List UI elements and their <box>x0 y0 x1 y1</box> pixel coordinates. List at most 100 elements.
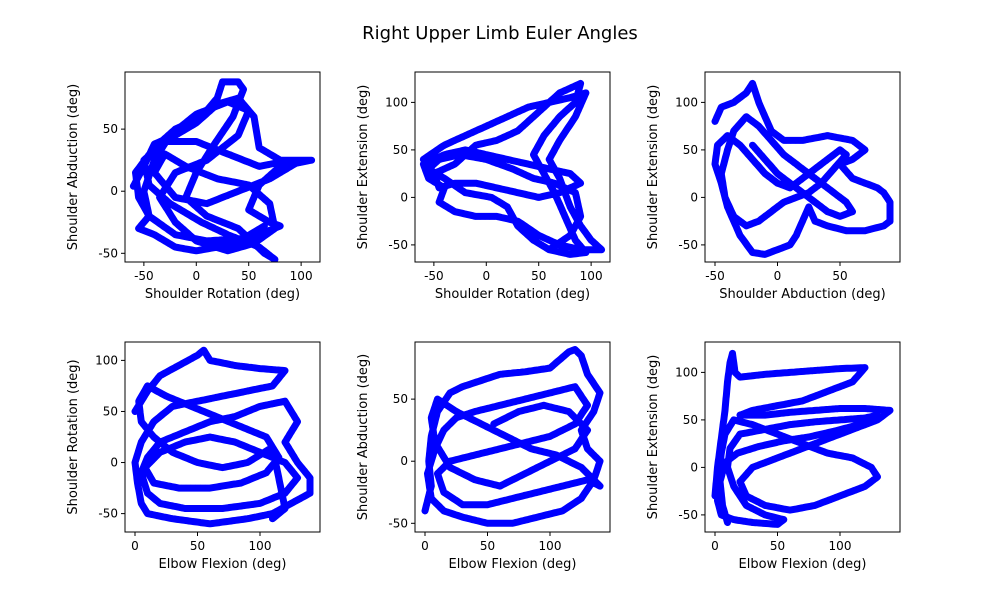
x-axis-label: Shoulder Rotation (deg) <box>435 287 590 302</box>
x-tick-label: 100 <box>539 539 562 553</box>
scatter-point <box>252 123 259 130</box>
scatter-point <box>272 366 280 374</box>
scatter-point <box>213 519 221 527</box>
scatter-point <box>839 405 846 412</box>
scatter-point <box>816 367 823 374</box>
scatter-point <box>206 505 214 512</box>
axes-frame <box>124 341 321 533</box>
y-tick-label: 50 <box>393 392 408 406</box>
y-tick-label: 100 <box>675 365 698 379</box>
scatter-point <box>512 369 520 376</box>
scatter-point <box>724 373 732 381</box>
y-tick-label: 100 <box>675 95 698 109</box>
scatter-point <box>825 366 832 373</box>
y-axis-label: Shoulder Extension (deg) <box>356 85 371 250</box>
scatter-point <box>469 190 476 198</box>
scatter-point <box>179 232 186 240</box>
scatter-point <box>270 160 277 167</box>
scatter-point <box>232 235 240 243</box>
y-tick-label: 50 <box>393 143 408 157</box>
y-tick-label: -50 <box>388 238 408 252</box>
scatter-point <box>712 158 719 165</box>
scatter-point <box>221 505 228 512</box>
scatter-point <box>203 237 210 245</box>
scatter-point <box>726 364 733 371</box>
scatter-point <box>751 411 759 419</box>
scatter-point <box>216 505 224 512</box>
axes-frame <box>704 71 901 263</box>
scatter-point <box>719 468 726 476</box>
scatter-point <box>486 213 493 220</box>
scatter-point <box>718 449 725 457</box>
scatter-point <box>226 504 233 511</box>
scatter-point <box>725 369 732 376</box>
scatter-point <box>178 138 185 145</box>
scatter-point <box>245 501 252 509</box>
scatter-series <box>711 79 894 258</box>
scatter-point <box>211 484 218 491</box>
scatter-point <box>240 180 248 188</box>
y-tick-label: 0 <box>690 460 698 474</box>
scatter-point <box>181 517 188 524</box>
scatter-point <box>720 416 727 424</box>
scatter-point <box>263 365 270 373</box>
scatter-point <box>844 405 851 412</box>
y-axis-label: Shoulder Abduction (deg) <box>66 84 81 251</box>
scatter-point <box>181 196 189 203</box>
scatter-point <box>572 191 580 199</box>
x-tick-label: 100 <box>290 269 313 283</box>
scatter-point <box>280 158 287 165</box>
x-tick-label: 0 <box>711 539 719 553</box>
scatter-point <box>470 180 477 187</box>
scatter-point <box>596 246 603 253</box>
scatter-point <box>269 515 276 522</box>
scatter-point <box>755 443 762 450</box>
scatter-point <box>724 378 731 386</box>
scatter-point <box>206 484 214 492</box>
scatter-point <box>476 501 484 508</box>
scatter-point <box>852 364 860 372</box>
scatter-point <box>464 152 471 160</box>
scatter-point <box>739 517 747 525</box>
scatter-point <box>841 416 848 423</box>
scatter-series <box>129 78 316 262</box>
scatter-point <box>852 227 859 234</box>
scatter-point <box>784 506 791 513</box>
scatter-point <box>793 408 800 415</box>
y-tick-label: 100 <box>95 353 118 367</box>
scatter-point <box>718 497 726 504</box>
scatter-point <box>793 368 800 376</box>
axes-frame <box>414 341 611 533</box>
scatter-point <box>723 392 730 400</box>
x-tick-label: 0 <box>421 539 429 553</box>
scatter-point <box>718 492 725 500</box>
subplot-2: -50 0 50 100 -50 0 50 100 Shoulder Rotation (deg… <box>356 71 611 302</box>
scatter-point <box>877 406 885 413</box>
scatter-point <box>183 138 190 145</box>
scatter-point <box>792 137 799 144</box>
scatter-point <box>461 501 469 508</box>
scatter-point <box>762 520 770 527</box>
scatter-point <box>797 137 804 144</box>
scatter-point <box>213 237 220 244</box>
scatter-point <box>886 208 894 215</box>
scatter-point <box>230 78 237 86</box>
scatter-point <box>189 234 196 242</box>
y-tick-label: 0 <box>400 190 408 204</box>
scatter-point <box>886 203 894 211</box>
scatter-point <box>509 520 516 527</box>
scatter-point <box>246 241 253 248</box>
x-tick-label: 50 <box>832 269 847 283</box>
scatter-point <box>231 503 238 511</box>
scatter-point <box>228 236 235 243</box>
scatter-point <box>459 151 466 159</box>
scatter-point <box>721 411 728 419</box>
x-tick-label: 0 <box>131 539 139 553</box>
scatter-point <box>230 480 238 488</box>
scatter-point <box>226 178 233 185</box>
scatter-point <box>202 484 209 492</box>
scatter-point <box>721 430 729 438</box>
scatter-point <box>717 454 724 462</box>
y-axis-label: Shoulder Extension (deg) <box>646 355 661 520</box>
scatter-point <box>834 365 841 372</box>
